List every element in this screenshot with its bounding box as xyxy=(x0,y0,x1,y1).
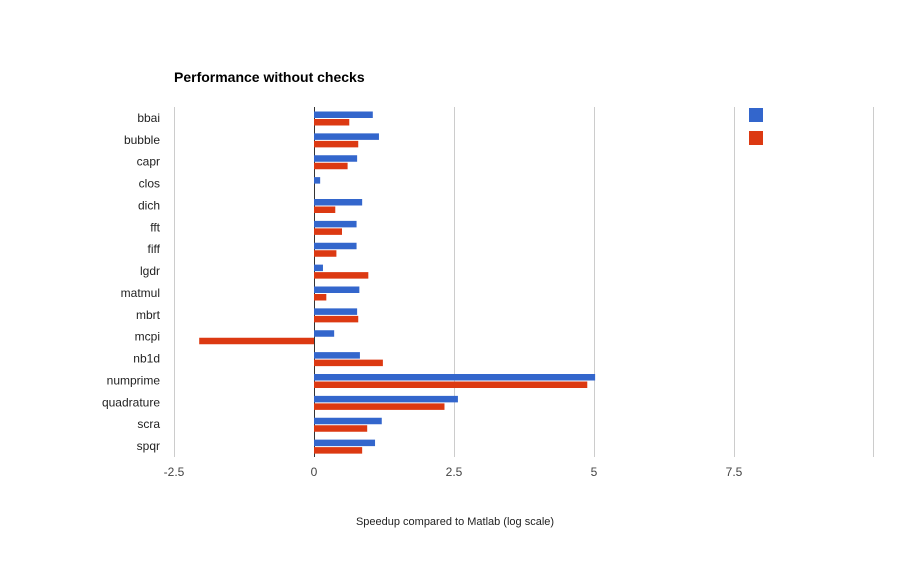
legend xyxy=(749,108,763,145)
category-labels: bbai bubble capr clos dich fft fiff lgdr matmul m… xyxy=(102,111,161,453)
legend-swatch-series-2[interactable] xyxy=(749,131,763,145)
bar-series-2[interactable] xyxy=(314,447,363,454)
category-label: bbai xyxy=(137,111,160,125)
bar-series-1[interactable] xyxy=(314,395,458,403)
bar-series-2[interactable] xyxy=(314,206,336,214)
category-label: capr xyxy=(137,155,160,169)
bar-series-2[interactable] xyxy=(199,337,314,345)
x-tick-label: -2.5 xyxy=(164,465,185,479)
bar-series-1[interactable] xyxy=(314,352,360,359)
bar-series-1[interactable] xyxy=(314,264,323,272)
category-label: numprime xyxy=(107,373,161,387)
category-label: lgdr xyxy=(140,264,160,278)
bar-series-1[interactable] xyxy=(314,242,357,250)
bar-series-2[interactable] xyxy=(314,315,359,323)
bar-series-1[interactable] xyxy=(314,177,321,184)
x-tick-label: 2.5 xyxy=(446,465,463,479)
category-label: nb1d xyxy=(133,352,160,366)
bar-series-1[interactable] xyxy=(314,111,373,119)
bar-series-1[interactable] xyxy=(314,374,596,381)
bar-series-1[interactable] xyxy=(314,439,376,447)
bar-series-2[interactable] xyxy=(314,228,342,235)
x-tick-label: 5 xyxy=(591,465,598,479)
category-label: dich xyxy=(138,198,160,212)
bar-series-1[interactable] xyxy=(314,220,357,228)
gridlines xyxy=(174,107,874,457)
bar-series-1[interactable] xyxy=(314,417,382,425)
category-label: mcpi xyxy=(135,330,160,344)
bars xyxy=(199,111,596,454)
category-label: mbrt xyxy=(136,308,161,322)
category-label: bubble xyxy=(124,133,160,147)
category-label: spqr xyxy=(137,439,160,453)
bar-series-1[interactable] xyxy=(314,199,363,206)
category-label: fft xyxy=(150,220,160,234)
bar-series-2[interactable] xyxy=(314,381,588,389)
bar-series-2[interactable] xyxy=(314,162,348,170)
bar-series-2[interactable] xyxy=(314,250,337,257)
chart-title: Performance without checks xyxy=(174,69,365,85)
bar-series-1[interactable] xyxy=(314,308,358,315)
x-axis-title: Speedup compared to Matlab (log scale) xyxy=(356,516,554,528)
category-label: matmul xyxy=(121,286,160,300)
category-label: fiff xyxy=(148,242,161,256)
bar-series-2[interactable] xyxy=(314,272,369,279)
bar-series-2[interactable] xyxy=(314,359,383,367)
bar-series-2[interactable] xyxy=(314,119,350,126)
bar-series-1[interactable] xyxy=(314,330,335,337)
bar-series-2[interactable] xyxy=(314,140,359,148)
bar-series-1[interactable] xyxy=(314,133,379,140)
x-tick-label: 0 xyxy=(311,465,318,479)
x-tick-label: 7.5 xyxy=(726,465,743,479)
category-label: quadrature xyxy=(102,395,160,409)
legend-swatch-series-1[interactable] xyxy=(749,108,763,122)
category-label: clos xyxy=(139,177,160,191)
category-label: scra xyxy=(137,417,160,431)
x-tick-labels: -2.5 0 2.5 5 7.5 xyxy=(164,465,743,479)
bar-series-1[interactable] xyxy=(314,286,360,294)
bar-series-2[interactable] xyxy=(314,403,445,410)
bar-series-1[interactable] xyxy=(314,155,358,162)
bar-series-2[interactable] xyxy=(314,294,327,301)
bar-series-2[interactable] xyxy=(314,425,368,432)
